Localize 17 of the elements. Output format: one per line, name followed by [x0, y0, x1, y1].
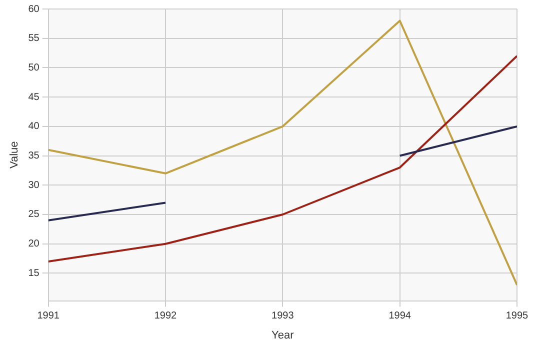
- y-tick-label: 45: [28, 92, 40, 103]
- y-tick-label: 25: [28, 209, 40, 220]
- y-tick-label: 60: [28, 4, 40, 15]
- y-tick-label: 15: [28, 268, 40, 279]
- x-tick-label: 1993: [272, 310, 294, 322]
- y-axis-title: Value: [8, 141, 21, 169]
- y-tick-label: 50: [28, 62, 40, 74]
- x-tick-label: 1991: [37, 310, 60, 322]
- x-tick-label: 1995: [506, 310, 529, 322]
- y-tick-label: 55: [28, 33, 40, 44]
- x-axis-title: Year: [272, 329, 294, 342]
- x-tick-label: 1994: [388, 310, 412, 322]
- y-tick-label: 35: [28, 150, 40, 162]
- x-tick-label: 1992: [154, 310, 178, 322]
- y-tick-label: 30: [28, 180, 40, 191]
- y-tick-label: 20: [28, 238, 40, 250]
- y-tick-label: 40: [28, 121, 40, 132]
